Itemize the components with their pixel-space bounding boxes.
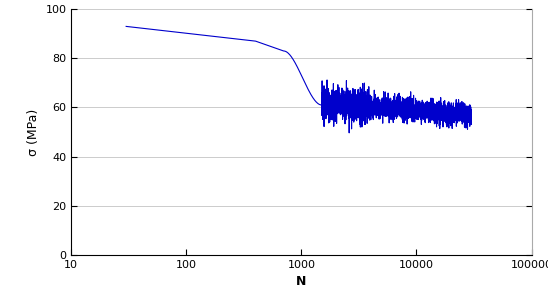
Y-axis label: σ (MPa): σ (MPa) xyxy=(27,108,40,156)
X-axis label: N: N xyxy=(296,275,306,288)
